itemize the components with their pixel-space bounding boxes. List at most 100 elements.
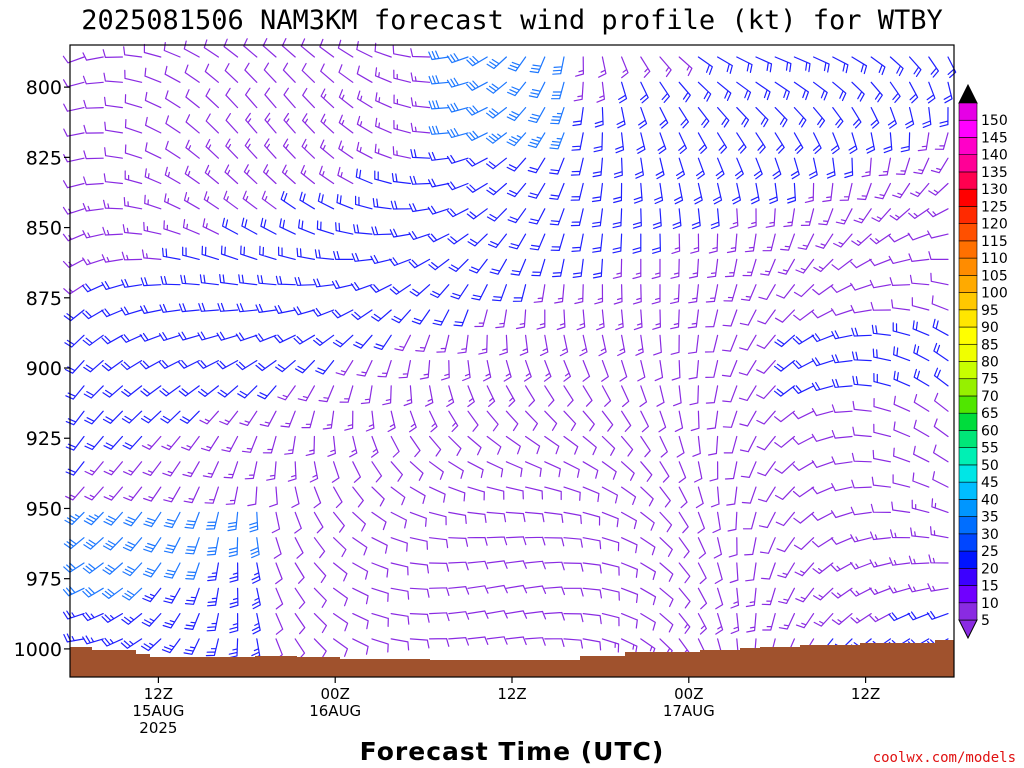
- wind-barb: [143, 486, 162, 502]
- wind-barb: [419, 360, 431, 380]
- wind-barb: [601, 486, 618, 504]
- wind-barb: [264, 112, 277, 134]
- wind-barb: [563, 486, 581, 501]
- wind-barb: [617, 334, 626, 357]
- wind-barb: [913, 419, 930, 438]
- wind-barb: [486, 385, 496, 407]
- wind-barb: [812, 537, 834, 548]
- wind-barb: [273, 537, 282, 559]
- wind-barb: [851, 479, 872, 489]
- colorbar-swatch: [958, 171, 978, 190]
- wind-barb: [390, 486, 406, 506]
- wind-barb: [390, 461, 403, 482]
- wind-barb: [708, 233, 719, 254]
- wind-barb: [531, 258, 546, 277]
- wind-barb: [640, 81, 649, 104]
- colorbar-label: 65: [981, 406, 999, 422]
- wind-barb: [287, 461, 297, 482]
- colorbar-label: 85: [981, 337, 999, 353]
- wind-barb: [242, 190, 258, 210]
- wind-barb: [850, 613, 872, 624]
- wind-barb: [141, 613, 162, 627]
- wind-barb: [601, 638, 620, 653]
- wind-barb: [830, 510, 853, 519]
- colorbar-swatch: [958, 395, 978, 414]
- wind-barb: [670, 309, 680, 330]
- wind-barb: [722, 334, 738, 352]
- wind-barb: [205, 138, 219, 159]
- wind-barb: [351, 252, 373, 262]
- wind-barb: [204, 63, 219, 83]
- wind-barb: [219, 410, 239, 426]
- wind-barb: [140, 385, 162, 397]
- wind-barb: [850, 304, 872, 314]
- wind-barb: [295, 360, 315, 374]
- wind-barb: [525, 511, 545, 523]
- y-axis: 800 825 850 875 900 925 950 975 1000: [14, 77, 70, 661]
- wind-barb: [830, 537, 853, 545]
- wind-barb: [260, 217, 277, 235]
- wind-barb: [678, 613, 691, 634]
- wind-barb: [371, 613, 389, 627]
- wind-barb: [382, 385, 392, 406]
- wind-barb: [158, 360, 181, 369]
- wind-barb: [337, 39, 354, 58]
- wind-barb: [349, 435, 358, 458]
- wind-barb: [794, 562, 815, 577]
- wind-barb: [274, 334, 296, 344]
- wind-barb: [892, 182, 911, 199]
- wind-barb: [390, 638, 410, 651]
- wind-barb: [163, 220, 181, 235]
- wind-barb: [83, 150, 104, 160]
- wind-barb: [486, 461, 504, 478]
- wind-barb: [103, 72, 123, 83]
- wind-barb: [429, 486, 446, 503]
- wind-barb: [124, 69, 143, 83]
- wind-barb: [448, 561, 469, 571]
- wind-barb: [313, 334, 335, 346]
- y-tick-label: 975: [26, 569, 62, 591]
- wind-barb: [457, 334, 469, 354]
- wind-barb: [528, 208, 546, 225]
- wind-barb: [556, 309, 566, 331]
- wind-barb: [102, 562, 123, 575]
- wind-barb: [506, 107, 527, 122]
- wind-barb: [907, 611, 930, 621]
- wind-barb: [202, 218, 219, 235]
- wind-barb: [82, 309, 104, 320]
- wind-barb: [813, 258, 834, 273]
- wind-barb: [486, 208, 507, 222]
- wind-barb: [356, 115, 373, 134]
- wind-barb: [653, 334, 662, 356]
- wind-barb: [853, 208, 872, 224]
- wind-barb: [257, 274, 277, 286]
- wind-barb: [931, 498, 949, 513]
- wind-barb: [741, 486, 757, 504]
- wind-barb: [450, 284, 469, 300]
- wind-barb: [582, 537, 602, 550]
- wind-barb: [613, 157, 623, 179]
- wind-barb: [352, 511, 366, 532]
- wind-barb: [736, 132, 747, 154]
- wind-barb: [333, 638, 348, 657]
- wind-barb: [582, 360, 591, 382]
- wind-barb: [448, 611, 470, 620]
- wind-barb: [294, 277, 315, 286]
- wind-barb: [758, 511, 776, 529]
- wind-barb: [320, 88, 335, 109]
- colorbar-label: 105: [981, 268, 1008, 284]
- wind-barb: [505, 610, 528, 619]
- wind-barb: [870, 107, 880, 129]
- wind-barb: [102, 410, 123, 424]
- wind-barb: [688, 360, 699, 380]
- wind-barb: [850, 561, 872, 570]
- wind-barb: [808, 157, 818, 180]
- wind-barb: [549, 182, 565, 200]
- wind-barb: [263, 164, 277, 185]
- wind-barb: [777, 258, 795, 275]
- y-tick-label: 900: [26, 358, 62, 380]
- wind-barb: [793, 81, 809, 101]
- y-tick-label: 875: [26, 288, 62, 310]
- credit-text: coolwx.com/models: [873, 750, 1016, 766]
